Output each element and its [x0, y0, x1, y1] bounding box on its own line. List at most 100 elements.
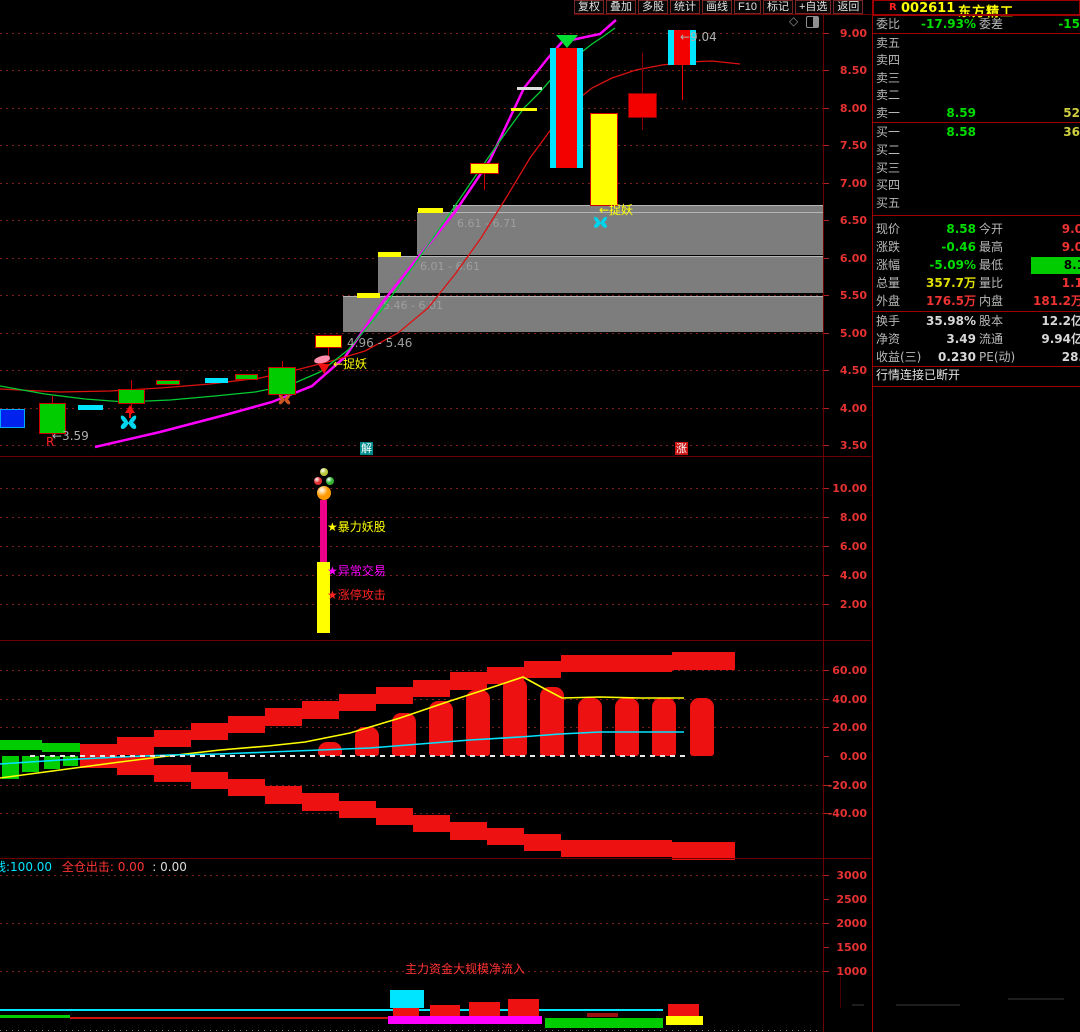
- quote-row: 总量 357.7万 量比 1.1: [873, 275, 1080, 293]
- support-range-text: 6.61 - 6.71: [457, 217, 517, 230]
- toolbar-button-标记[interactable]: 标记: [762, 0, 793, 14]
- chart-lines: [0, 19, 741, 779]
- bottom-dots: [0, 1030, 820, 1031]
- split-view-icon[interactable]: [806, 16, 819, 28]
- axis-tick: [824, 546, 829, 547]
- grid-line: [0, 923, 823, 924]
- candle: [590, 113, 618, 206]
- price-axis: 9.00 8.50 8.00 7.50 7.00 6.50 6.00 5.50 5.00 4.50…: [823, 0, 872, 1032]
- bid-row: 买三: [873, 160, 1080, 178]
- quote-label-2: 内盘: [979, 294, 1004, 308]
- candle: [0, 409, 25, 428]
- signal-ball-icon: [326, 477, 334, 485]
- axis-tick: [824, 699, 829, 700]
- watermark-mark: [1008, 998, 1064, 1000]
- quote-value-2: 8.1: [1031, 257, 1080, 274]
- candle: [357, 293, 380, 298]
- quote-label: 涨跌: [876, 240, 901, 254]
- signal-bar: [320, 500, 327, 562]
- signal-label: ★涨停攻击: [327, 588, 386, 602]
- momentum-column: [318, 741, 342, 756]
- level-label: 买三: [876, 160, 901, 175]
- lower-band-step: [635, 839, 672, 857]
- level-price: 8.59: [946, 105, 976, 120]
- fin-row: 收益(三) 0.230 PE(动) 28.: [873, 349, 1080, 367]
- candle: [668, 30, 696, 65]
- grid-line: [0, 445, 823, 446]
- quote-label-2: 股本: [979, 314, 1004, 328]
- zero-line: [30, 755, 690, 757]
- quote-label: 换手: [876, 314, 901, 328]
- candle: [550, 48, 583, 168]
- quote-value: 8.58: [946, 222, 976, 236]
- toolbar-button-复权[interactable]: 复权: [574, 0, 604, 14]
- axis-tick: [824, 295, 829, 296]
- quote-panel: R 002611 东方精工 委比 -17.93% 委差 -15 卖五 卖四 卖三 卖二…: [872, 0, 1080, 1032]
- upper-band-step: [154, 730, 191, 748]
- axis-tick: [824, 108, 829, 109]
- axis-tick: [824, 220, 829, 221]
- axis-label: 40.00: [832, 693, 867, 706]
- quote-value: -5.09%: [929, 258, 976, 272]
- quote-value: 357.7万: [926, 276, 976, 290]
- quote-label-2: 今开: [979, 222, 1004, 236]
- lower-band-step: [339, 800, 376, 818]
- annotation-text: ←捉妖: [599, 203, 634, 217]
- axis-mark: [840, 976, 841, 1008]
- toolbar-button-画线[interactable]: 画线: [702, 0, 732, 14]
- candle: [205, 378, 228, 383]
- upper-band-step: [598, 655, 635, 673]
- grid-line: [0, 875, 823, 876]
- ask-row: 卖一 8.59 52: [873, 105, 1080, 123]
- bid-row: 买五: [873, 195, 1080, 213]
- annotation-text: R: [46, 435, 55, 449]
- chart-canvas[interactable]: 6.61 - 6.71 6.01 - 6.61 5.46 - 6.01 ←捉妖 ←捉妖 ←…: [0, 0, 823, 1032]
- grid-line: [0, 546, 823, 547]
- axis-label: 7.00: [839, 177, 867, 190]
- level-label: 买一: [876, 125, 901, 139]
- toolbar-button-叠加[interactable]: 叠加: [606, 0, 636, 14]
- candle: [315, 335, 342, 348]
- flow-bar: [508, 999, 539, 1016]
- lower-band-step: [561, 839, 598, 857]
- axis-label: 5.50: [839, 289, 867, 302]
- lower-band-step: [598, 839, 635, 857]
- signal-ball-icon: [314, 477, 322, 485]
- diamond-icon[interactable]: ◇: [789, 14, 799, 28]
- lower-band-step: [228, 779, 265, 797]
- axis-label: 6.00: [839, 540, 867, 553]
- axis-label: 2000: [836, 917, 867, 930]
- quote-label: 总量: [876, 276, 901, 290]
- level-price: 8.58: [946, 125, 976, 139]
- quote-row: 外盘 176.5万 内盘 181.2万: [873, 293, 1080, 311]
- toolbar-button-多股[interactable]: 多股: [638, 0, 668, 14]
- quote-label: 现价: [876, 222, 901, 236]
- lower-band-step: [80, 756, 117, 768]
- axis-label: 10.00: [832, 482, 867, 495]
- candle: [235, 374, 258, 380]
- ask-row: 卖五: [873, 35, 1080, 53]
- grid-line: [0, 604, 823, 605]
- momentum-column: [652, 698, 676, 756]
- toolbar-button-+自选[interactable]: +自选: [794, 0, 832, 14]
- axis-tick: [824, 604, 829, 605]
- quote-value: 3.49: [946, 332, 976, 346]
- axis-tick: [824, 33, 829, 34]
- toolbar-button-返回[interactable]: 返回: [833, 0, 864, 14]
- level-label: 卖三: [876, 70, 901, 85]
- axis-label: 2500: [836, 893, 867, 906]
- lower-band-step: [524, 833, 561, 852]
- toolbar-button-统计[interactable]: 统计: [670, 0, 700, 14]
- axis-label: 6.50: [839, 214, 867, 227]
- candle: [39, 403, 66, 434]
- toolbar-button-F10[interactable]: F10: [734, 0, 761, 14]
- upper-band-cap: [672, 652, 735, 670]
- stock-code: 002611: [901, 1, 956, 16]
- green-bar: [2, 756, 19, 780]
- upper-band-step: [265, 708, 302, 726]
- upper-band-step: [450, 672, 487, 690]
- momentum-column: [690, 698, 714, 756]
- signal-ball-icon: [320, 468, 328, 476]
- flow-line: [70, 1017, 388, 1019]
